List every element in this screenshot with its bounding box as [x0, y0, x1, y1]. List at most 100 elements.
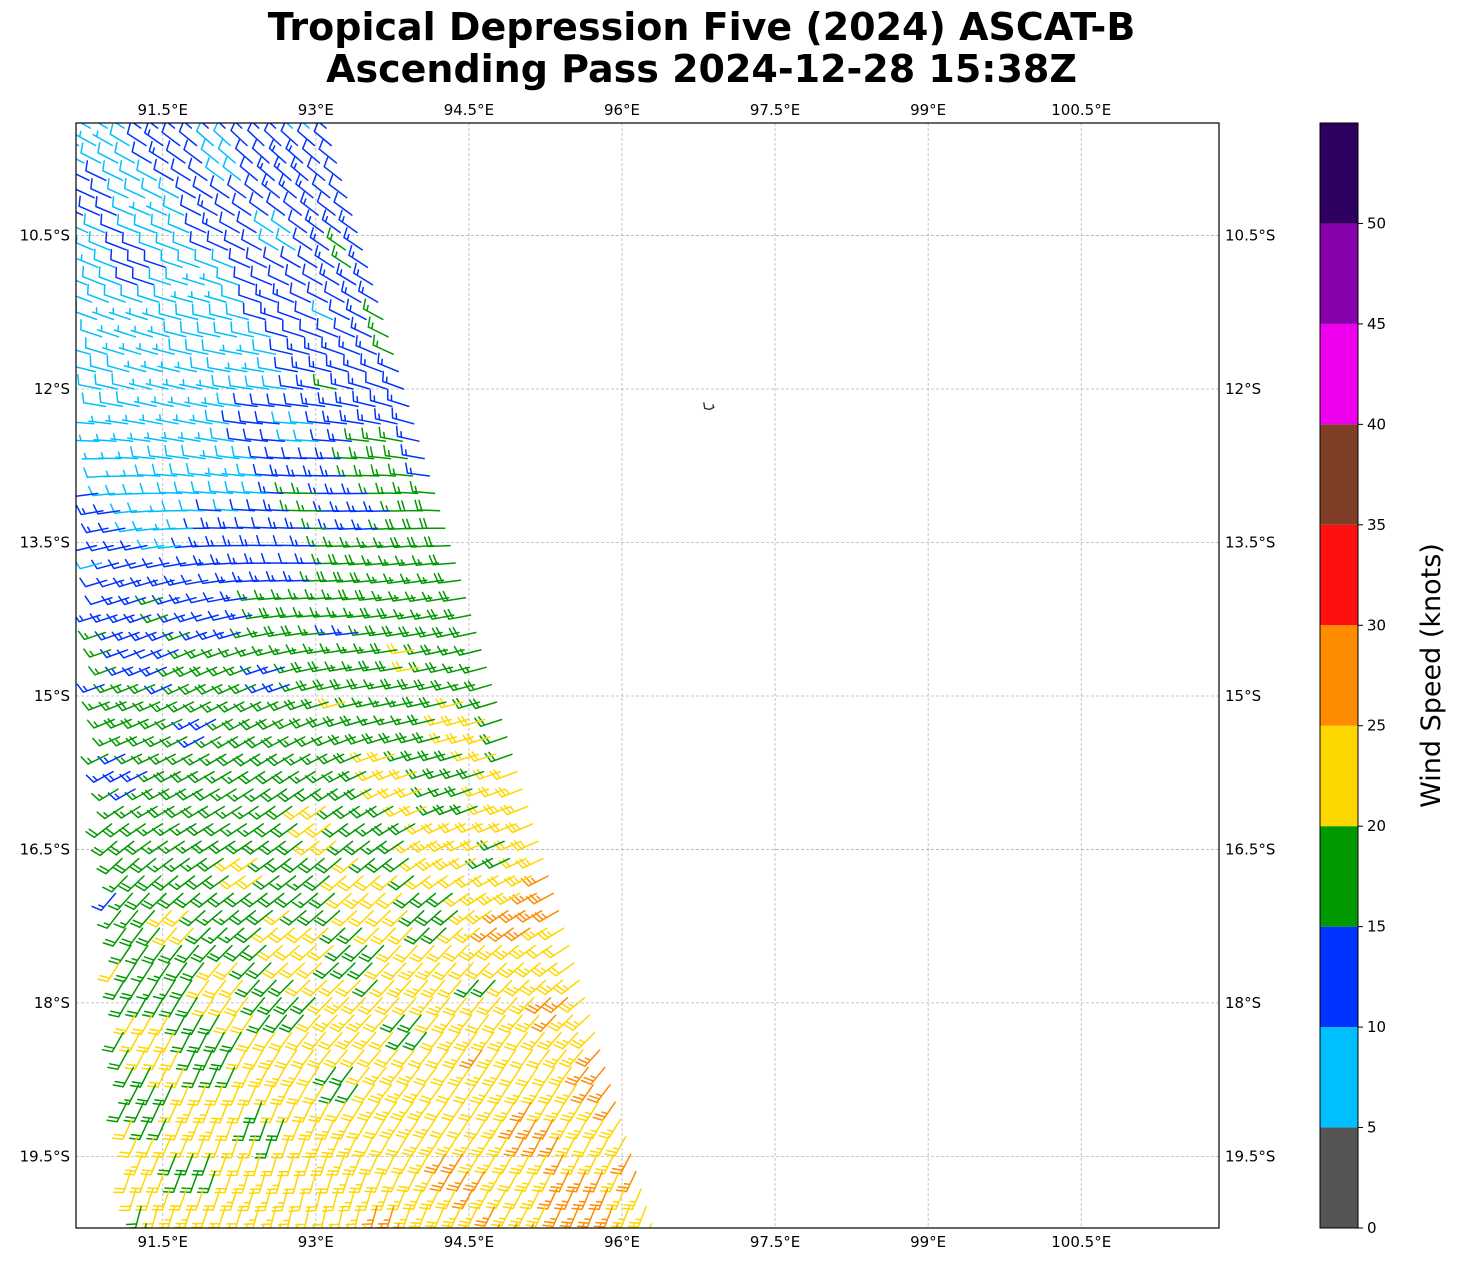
wind-barb — [303, 337, 327, 355]
wind-barb — [143, 432, 168, 442]
wind-barb — [369, 389, 393, 408]
wind-barb — [76, 295, 93, 303]
wind-barb — [260, 552, 288, 564]
wind-barb — [97, 522, 126, 533]
wind-barb — [102, 979, 126, 1000]
wind-barb — [310, 736, 340, 747]
wind-barb — [189, 230, 212, 251]
wind-barb — [190, 481, 217, 495]
wind-barb — [474, 1153, 497, 1175]
wind-barb — [153, 158, 174, 182]
wind-barb — [420, 979, 446, 999]
wind-barb — [209, 1049, 231, 1071]
wind-barb — [213, 1014, 237, 1035]
wind-barb — [418, 1136, 442, 1157]
wind-barb — [88, 230, 111, 251]
wind-barb — [147, 1066, 168, 1088]
wind-barb — [236, 463, 262, 477]
wind-barb — [266, 191, 286, 216]
wind-barb — [164, 1014, 187, 1036]
wind-barb — [76, 614, 101, 623]
wind-barb — [287, 209, 308, 234]
wind-barb — [294, 553, 322, 565]
wind-barb — [294, 300, 317, 321]
lon-tick-label-top: 91.5°E — [138, 101, 188, 119]
wind-barb — [128, 378, 152, 390]
wind-barb — [374, 660, 403, 672]
wind-barb — [383, 445, 409, 460]
wind-barb — [388, 591, 416, 602]
wind-barb — [329, 962, 356, 980]
wind-barb — [283, 393, 309, 408]
wind-barb — [81, 265, 104, 286]
wind-barb — [349, 752, 378, 763]
wind-barb — [106, 1101, 128, 1123]
wind-barb — [262, 962, 289, 979]
wind-barb — [170, 158, 191, 182]
wind-barb — [187, 291, 211, 303]
wind-barb — [101, 595, 130, 606]
wind-barb — [487, 1031, 512, 1052]
wind-barb — [162, 857, 191, 873]
wind-barb — [338, 1188, 356, 1212]
wind-barb — [459, 840, 489, 852]
wind-barb — [323, 156, 343, 182]
wind-barb — [420, 875, 448, 890]
wind-barb — [284, 1031, 310, 1051]
wind-barb — [315, 1170, 334, 1194]
wind-barb — [181, 444, 206, 460]
wind-barb — [222, 535, 249, 547]
wind-barb — [201, 339, 226, 355]
wind-barb — [100, 213, 123, 234]
wind-barb — [414, 499, 441, 512]
wind-barb — [319, 927, 346, 944]
wind-barb — [307, 944, 334, 962]
wind-barb — [76, 492, 99, 498]
wind-barb — [136, 284, 160, 303]
wind-barb — [520, 1031, 545, 1051]
wind-barb — [216, 392, 242, 408]
wind-barb — [268, 138, 287, 164]
wind-barb — [116, 213, 139, 234]
wind-barb — [97, 962, 121, 983]
wind-barb — [265, 1170, 284, 1195]
wind-barb — [372, 334, 394, 355]
wind-barb — [320, 1136, 341, 1158]
wind-barb — [198, 1066, 219, 1089]
wind-barb — [353, 927, 380, 945]
wind-barb — [244, 683, 274, 694]
wind-barb — [304, 823, 332, 838]
wind-barb — [387, 927, 413, 945]
colorbar-segment — [1320, 524, 1358, 626]
wind-barb — [344, 1205, 361, 1228]
wind-barb — [218, 979, 244, 999]
wind-barb — [179, 857, 207, 872]
wind-barb — [388, 1241, 404, 1263]
wind-barb — [565, 1170, 587, 1193]
wind-barb — [172, 414, 196, 425]
wind-barb — [431, 962, 457, 981]
wind-barb — [254, 411, 280, 425]
wind-barb — [314, 857, 342, 874]
wind-barb — [136, 539, 165, 550]
wind-barb — [267, 979, 294, 997]
wind-barb — [76, 226, 89, 234]
wind-barb — [362, 1014, 389, 1033]
wind-barb — [279, 1223, 282, 1228]
wind-barb — [161, 500, 188, 512]
wind-barb — [486, 927, 514, 942]
wind-barb — [342, 892, 369, 910]
wind-barb — [477, 786, 507, 798]
wind-barb — [194, 249, 217, 269]
wind-barb — [162, 195, 185, 216]
wind-barb — [475, 944, 503, 961]
wind-barb — [355, 1241, 370, 1263]
wind-barb — [322, 410, 348, 425]
wind-barb — [114, 521, 143, 533]
wind-barb — [114, 123, 125, 129]
wind-barb — [102, 160, 124, 182]
wind-barb — [285, 927, 312, 944]
wind-barb — [184, 338, 209, 355]
wind-barb — [91, 788, 119, 802]
wind-barb — [206, 892, 235, 908]
